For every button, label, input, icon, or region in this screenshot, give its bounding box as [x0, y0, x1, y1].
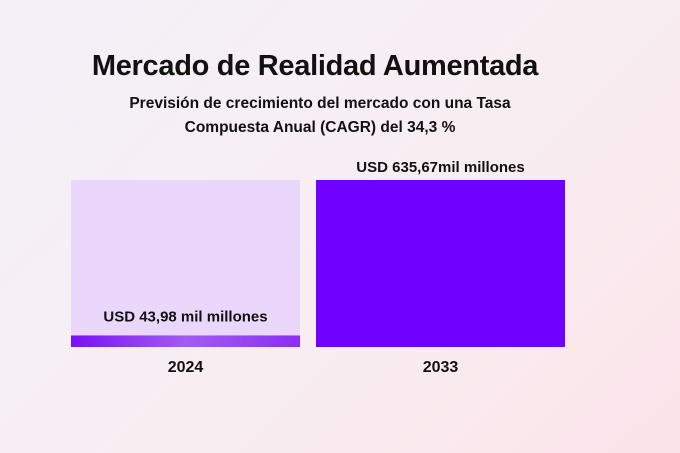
x-tick-label-2033: 2033 — [423, 359, 459, 376]
data-label-2033: USD 635,67mil millones — [356, 159, 524, 176]
bar-2033 — [316, 180, 565, 347]
chart-subtitle: Previsión de crecimiento del mercado con… — [0, 92, 640, 140]
chart-title: Mercado de Realidad Aumentada — [91, 50, 539, 82]
subtitle-line-1: Previsión de crecimiento del mercado con… — [129, 95, 511, 112]
x-tick-label-2024: 2024 — [168, 359, 204, 376]
bar-track-2024 — [71, 180, 300, 347]
bars-layer — [71, 180, 565, 347]
bar-2024 — [71, 335, 300, 347]
subtitle-line-2: Compuesta Anual (CAGR) del 34,3 % — [184, 119, 456, 136]
data-label-2024: USD 43,98 mil millones — [103, 308, 267, 325]
labels-layer: 2024 USD 43,98 mil millones 2033 USD 635,67… — [103, 159, 524, 376]
